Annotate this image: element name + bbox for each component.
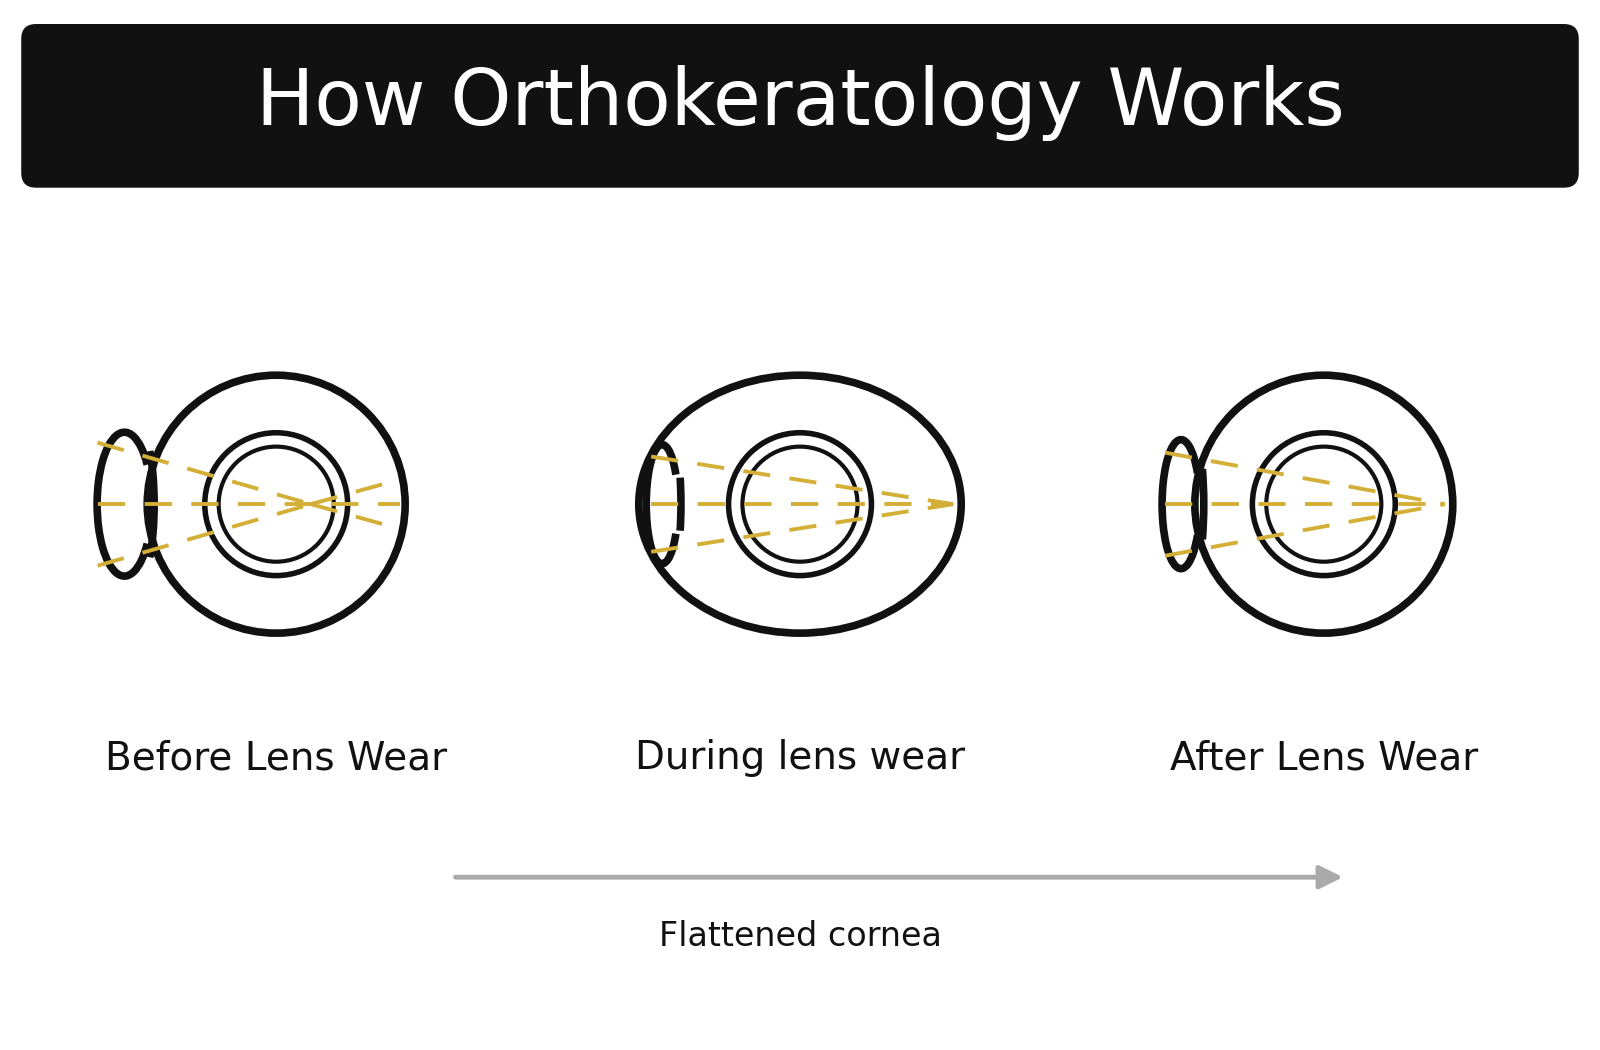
Text: Flattened cornea: Flattened cornea [659, 920, 941, 953]
Text: During lens wear: During lens wear [635, 739, 965, 777]
FancyBboxPatch shape [21, 24, 1579, 188]
Text: After Lens Wear: After Lens Wear [1170, 739, 1478, 777]
Text: Before Lens Wear: Before Lens Wear [106, 739, 448, 777]
Text: How Orthokeratology Works: How Orthokeratology Works [256, 65, 1344, 142]
